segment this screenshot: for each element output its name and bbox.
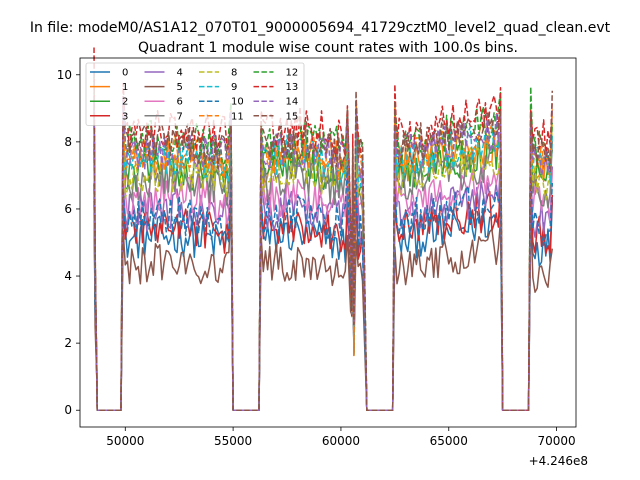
y-tick-label: 0 (64, 403, 72, 417)
y-tick-label: 10 (57, 68, 72, 82)
chart-suptitle: In file: modeM0/AS1A12_070T01_9000005694… (30, 20, 611, 36)
legend-label-13: 13 (286, 82, 299, 93)
series-line-5 (93, 183, 554, 411)
legend-label-6: 6 (177, 97, 183, 108)
series-line-15 (93, 73, 554, 411)
legend-label-7: 7 (177, 111, 183, 122)
legend-label-0: 0 (122, 68, 128, 79)
legend-label-14: 14 (286, 97, 299, 108)
series-line-4 (93, 148, 554, 411)
y-tick-label: 6 (64, 202, 72, 216)
x-tick-label: 60000 (322, 434, 360, 448)
legend-label-12: 12 (286, 68, 299, 79)
series-layer (93, 47, 554, 411)
plot-frame (79, 57, 577, 428)
series-line-10 (93, 141, 554, 411)
legend-frame (85, 62, 305, 126)
x-offset-label: +4.246e8 (529, 454, 588, 468)
series-line-6 (93, 147, 554, 411)
y-tick-label: 4 (64, 269, 72, 283)
legend-label-10: 10 (231, 97, 244, 108)
legend-label-15: 15 (286, 111, 299, 122)
chart-title: Quadrant 1 module wise count rates with … (138, 40, 518, 56)
x-tick-label: 55000 (214, 434, 252, 448)
x-tick-label: 70000 (537, 434, 575, 448)
x-tick-label: 50000 (106, 434, 144, 448)
legend-label-4: 4 (177, 68, 183, 79)
legend-label-1: 1 (122, 82, 128, 93)
series-line-0 (93, 186, 554, 411)
series-line-14 (93, 96, 554, 411)
x-tick-label: 65000 (430, 434, 468, 448)
legend-label-5: 5 (177, 82, 183, 93)
legend-label-8: 8 (231, 68, 237, 79)
y-tick-label: 2 (64, 336, 72, 350)
y-tick-label: 8 (64, 135, 72, 149)
legend-label-11: 11 (231, 111, 244, 122)
legend-label-3: 3 (122, 111, 128, 122)
legend-label-2: 2 (122, 97, 128, 108)
legend-label-9: 9 (231, 82, 237, 93)
